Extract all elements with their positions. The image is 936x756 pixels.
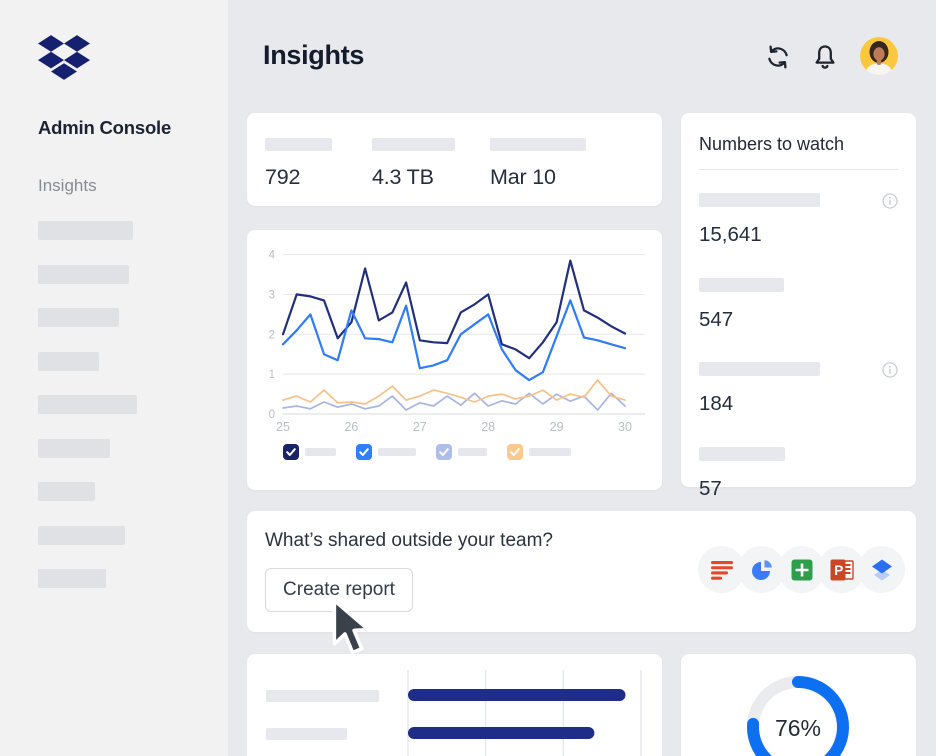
sidebar-skeleton-bar [38,438,110,458]
legend-item-3[interactable] [507,444,571,460]
dropbox-logo-icon [38,35,90,80]
numbers-card-title: Numbers to watch [699,134,845,154]
svg-text:30: 30 [618,420,632,434]
bar-chart [407,670,642,756]
spreadsheet-icon [778,546,825,593]
sidebar-skeleton-bar [38,264,129,284]
numbers-value: 15,641 [699,223,762,246]
info-icon[interactable] [882,193,898,209]
mouse-cursor-icon [332,598,370,655]
numbers-value: 547 [699,307,734,331]
app-icons-row: P [698,546,905,593]
sidebar: Admin Console Insights [0,0,228,756]
svg-text:28: 28 [481,420,495,434]
sidebar-skeleton-bar [38,569,106,588]
stat-item: Mar 10 [490,138,586,190]
numbers-label-skeleton [699,277,784,292]
refresh-icon [768,45,788,69]
shared-outside-card: What’s shared outside your team? Create … [247,511,916,632]
legend-checkbox[interactable] [507,444,523,460]
sidebar-skeleton-bar [38,395,137,414]
sidebar-item-insights[interactable]: Insights [38,176,97,195]
stat-value: 792 [265,165,301,189]
stat-label-skeleton [265,138,332,151]
numbers-label-skeleton [699,193,820,207]
h-bar [408,727,595,739]
page-title: Insights [263,40,365,70]
series-blue [281,299,627,382]
svg-text:P: P [834,563,843,578]
sidebar-skeleton-bar [38,308,119,327]
pie-chart-icon [738,546,785,593]
refresh-button[interactable] [764,42,792,72]
svg-text:4: 4 [269,250,276,262]
h-bar [408,689,626,701]
legend-label-skeleton [529,448,571,456]
stats-card: 792 4.3 TB Mar 10 [247,113,662,206]
bell-icon [815,45,835,69]
series-periwinkle [282,392,626,411]
stat-item: 792 [265,138,332,190]
numbers-entry: 57 [699,446,898,516]
donut-percentage-label: 76% [774,715,822,741]
sidebar-skeleton-list [38,221,137,613]
donut-chart-card: 76% [681,654,916,756]
numbers-label-skeleton [699,362,820,376]
svg-text:2: 2 [269,329,275,341]
svg-text:26: 26 [344,420,358,434]
legend-label-skeleton [378,448,416,456]
numbers-entry: 184 [699,362,898,431]
numbers-to-watch-card: Numbers to watch 15,641 547 184 57 [681,113,916,498]
legend-item-1[interactable] [356,444,416,460]
svg-text:27: 27 [413,420,427,434]
legend-item-2[interactable] [436,444,487,460]
legend-checkbox[interactable] [356,444,372,460]
bar-chart-card [247,654,662,756]
avatar[interactable] [860,37,898,75]
bar-chart-label-skeleton [266,728,347,740]
sidebar-title: Admin Console [38,117,172,138]
stat-value: Mar 10 [490,165,556,189]
series-orange [282,379,626,405]
donut-chart [747,676,849,756]
numbers-label-skeleton [699,446,785,461]
shared-card-title: What’s shared outside your team? [265,530,553,551]
numbers-value: 57 [699,476,722,500]
legend-label-skeleton [305,448,336,456]
line-chart: 0 1 2 3 4 25 26 27 28 29 30 [269,250,645,434]
sidebar-skeleton-bar [38,221,133,240]
notifications-button[interactable] [811,42,839,72]
activity-chart-card: 0 1 2 3 4 25 26 27 28 29 30 [247,230,662,490]
legend-checkbox[interactable] [283,444,299,460]
svg-text:1: 1 [269,369,275,381]
doc-lines-icon [698,546,745,593]
numbers-entry: 547 [699,277,898,347]
powerpoint-icon: P [818,546,865,593]
numbers-list: 15,641 547 184 57 [699,193,898,531]
sidebar-skeleton-bar [38,525,125,545]
avatar-image [860,37,898,75]
chart-legend [283,444,591,460]
bar-chart-label-skeleton [266,690,379,702]
sidebar-skeleton-bar [38,351,99,371]
dropbox-paper-icon [858,546,905,593]
divider [699,169,898,170]
info-icon[interactable] [882,362,898,378]
legend-checkbox[interactable] [436,444,452,460]
numbers-value: 184 [699,392,734,415]
stat-value: 4.3 TB [372,165,434,189]
svg-text:3: 3 [269,289,275,301]
stat-label-skeleton [490,138,586,151]
legend-item-0[interactable] [283,444,336,460]
svg-text:29: 29 [550,420,564,434]
legend-label-skeleton [458,448,487,456]
series-navy [281,259,627,360]
numbers-entry: 15,641 [699,193,898,262]
sidebar-skeleton-bar [38,482,95,501]
svg-text:0: 0 [269,409,275,421]
stat-label-skeleton [372,138,455,151]
stat-item: 4.3 TB [372,138,455,190]
svg-text:25: 25 [276,420,290,434]
